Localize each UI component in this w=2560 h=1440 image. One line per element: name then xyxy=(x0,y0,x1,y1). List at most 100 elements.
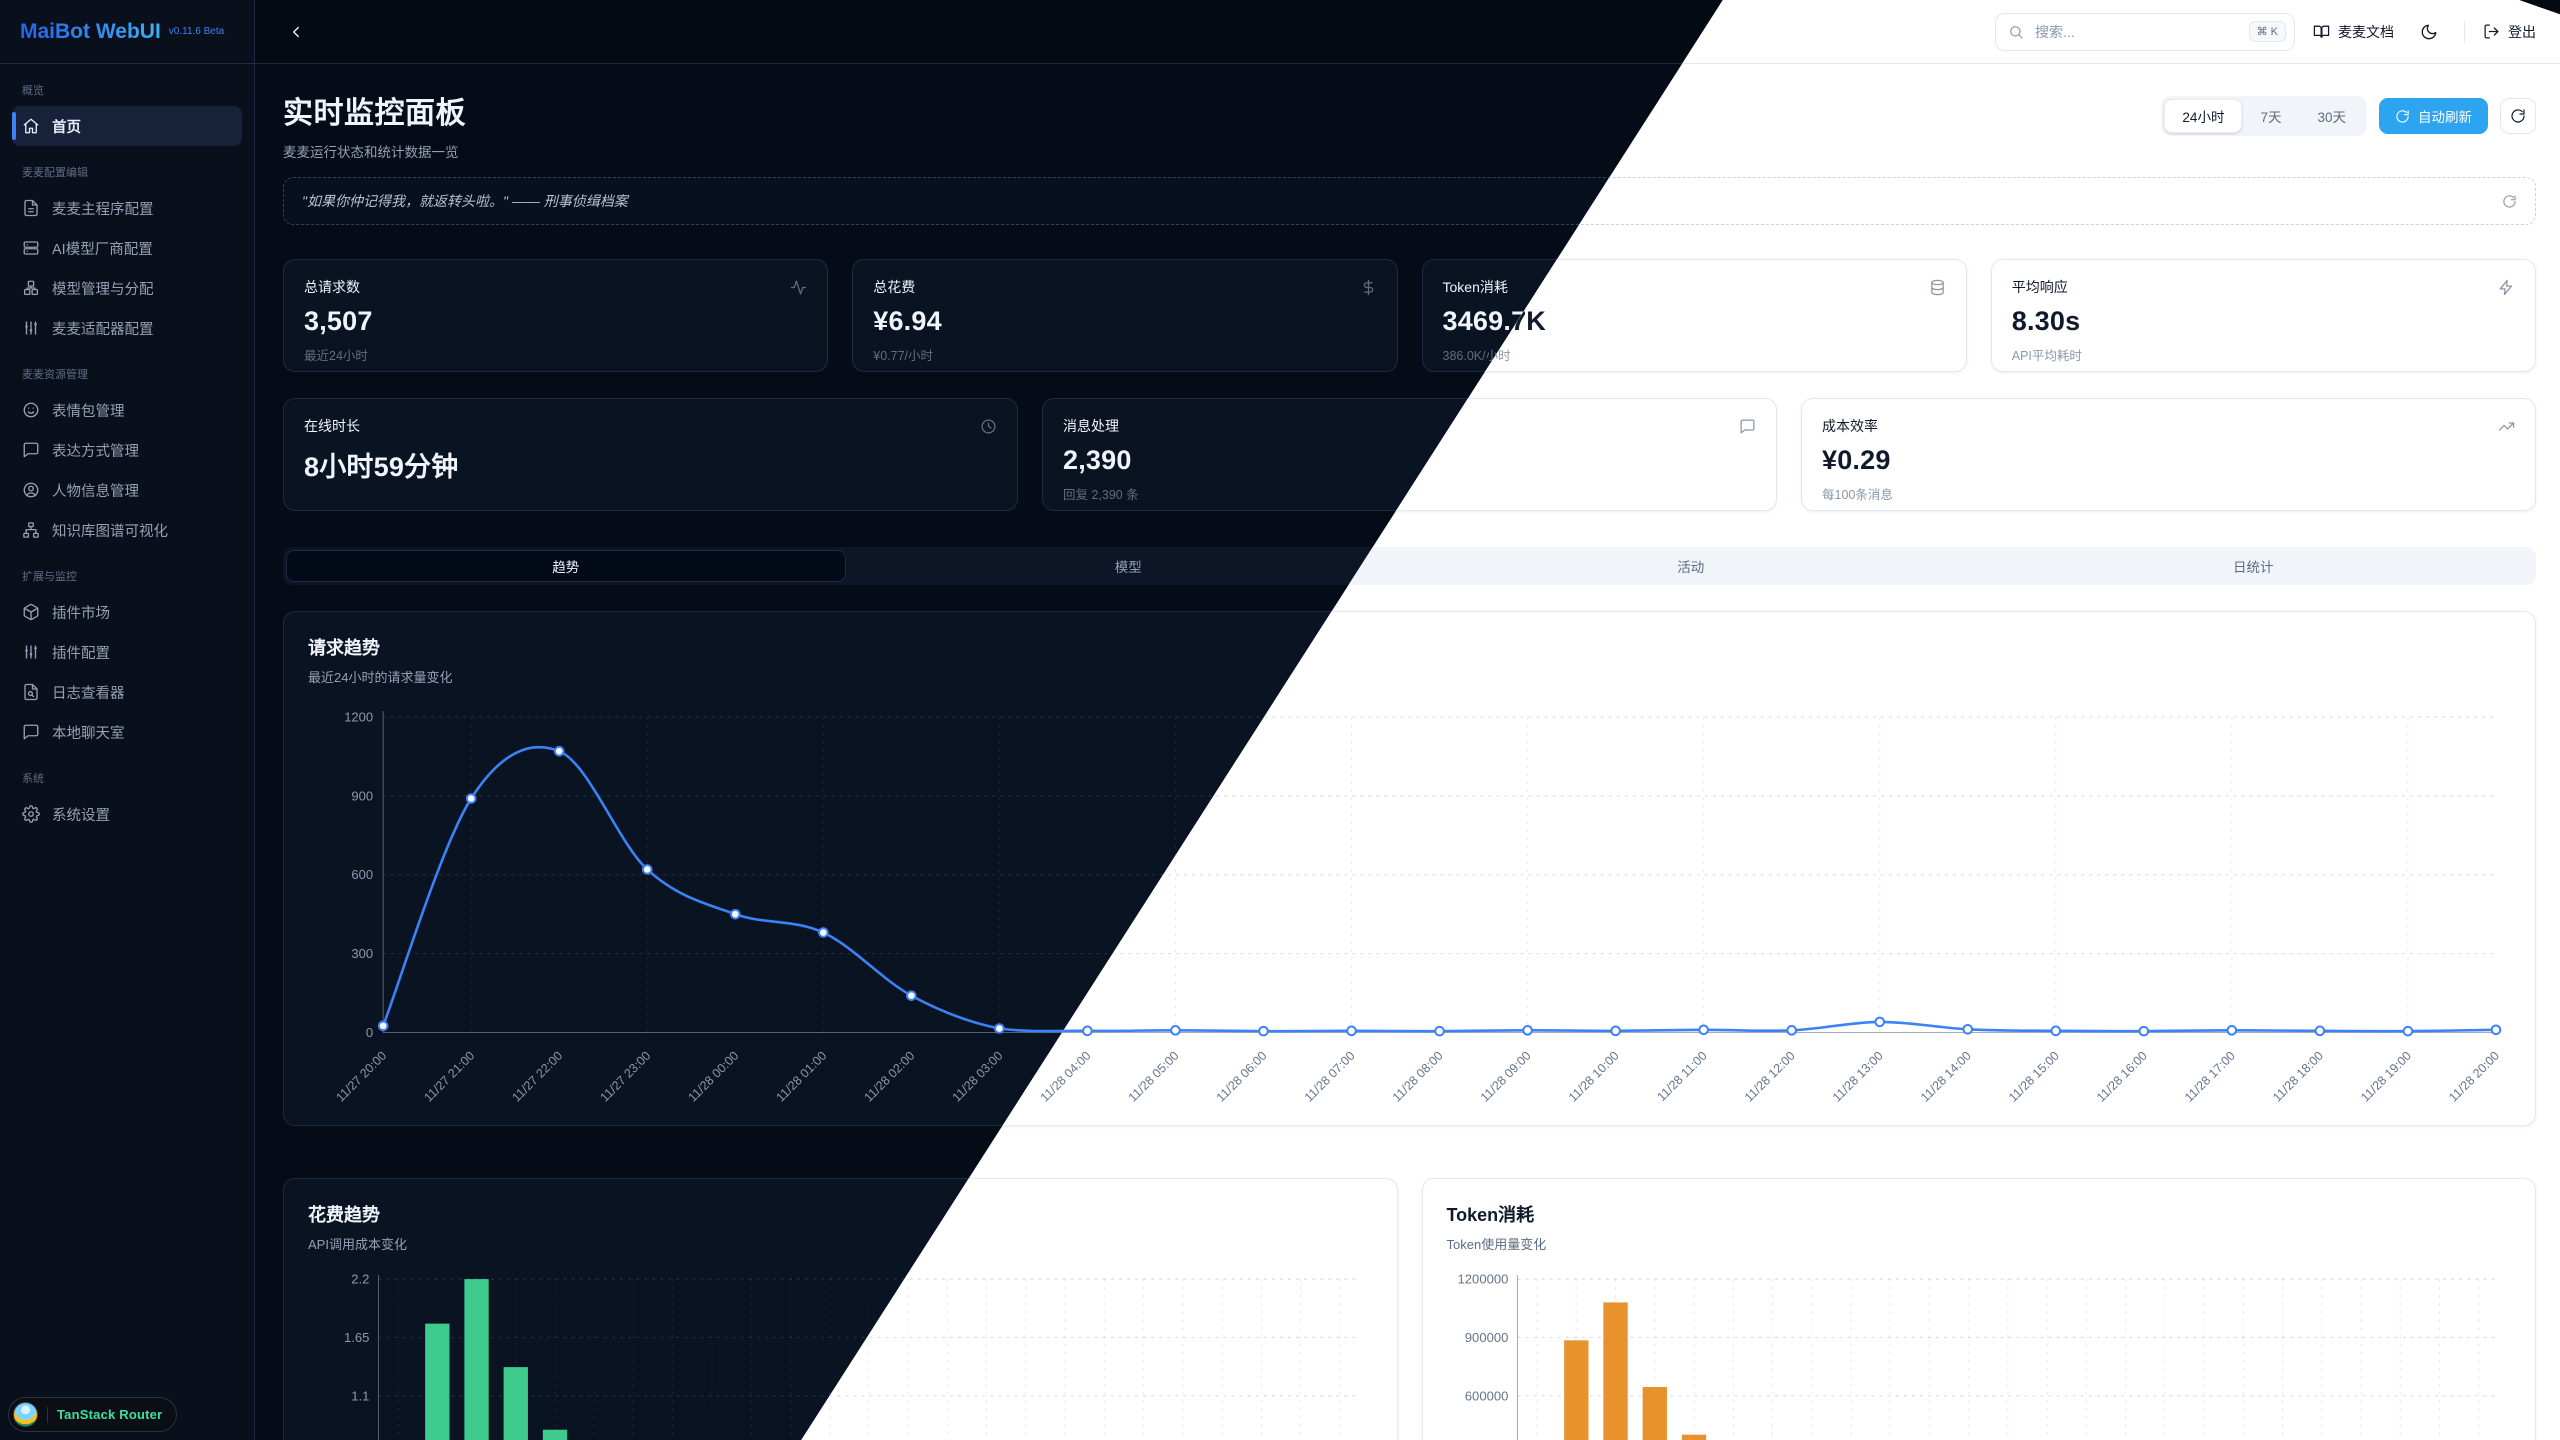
chart-subtitle: Token使用量变化 xyxy=(1446,1236,1547,1252)
sidebar-item-label: 麦麦主程序配置 xyxy=(52,201,154,218)
range-7d-button[interactable]: 7天 xyxy=(2242,99,2299,133)
sidebar-collapse-button[interactable] xyxy=(279,15,313,49)
tab-activity[interactable]: 活动 xyxy=(1411,550,1971,582)
nav-section-overview: 概览 xyxy=(22,85,44,97)
sidebar-item-home[interactable]: 首页 xyxy=(12,106,242,146)
smile-icon xyxy=(23,402,39,418)
stat-sub: 386.0K/小时 xyxy=(1443,345,1946,364)
svg-text:2.2: 2.2 xyxy=(351,1271,369,1286)
file-text-icon xyxy=(24,199,38,217)
svg-text:11/28 02:00: 11/28 02:00 xyxy=(862,1049,918,1105)
gear-icon xyxy=(22,805,40,823)
stat-value: 3,507 xyxy=(304,306,373,336)
clock-icon xyxy=(981,418,996,434)
svg-text:1200000: 1200000 xyxy=(1457,1271,1508,1286)
auto-refresh-button[interactable]: 自动刷新 xyxy=(2379,98,2488,134)
docs-link[interactable]: 麦麦文档 xyxy=(2313,22,2394,42)
svg-text:11/28 09:00: 11/28 09:00 xyxy=(1478,1049,1534,1105)
sidebar-item-persona-manager[interactable]: 人物信息管理 xyxy=(12,470,242,510)
sidebar-item-system-settings[interactable]: 系统设置 xyxy=(12,794,242,834)
sidebar-item-model-management[interactable]: 模型管理与分配 xyxy=(12,268,242,308)
tab-daily-stats[interactable]: 日统计 xyxy=(1974,550,2534,582)
sidebar-item-label: 人物信息管理 xyxy=(52,483,139,500)
stat-title: 消息处理 xyxy=(1063,418,1119,434)
sidebar-item-ai-provider-config[interactable]: AI模型厂商配置 xyxy=(12,228,242,268)
svg-text:600: 600 xyxy=(351,867,373,882)
sidebar-item-knowledge-graph[interactable]: 知识库图谱可视化 xyxy=(12,510,242,550)
stat-card-total-requests: 总请求数 3,507 最近24小时 xyxy=(283,259,829,372)
tanstack-devtools-badge[interactable]: TanStack Router xyxy=(8,1397,178,1432)
logout-button[interactable]: 登出 xyxy=(2483,22,2536,42)
refresh-icon xyxy=(2396,109,2409,123)
activity-icon xyxy=(791,279,807,295)
sidebar-item-label: 日志查看器 xyxy=(52,685,125,702)
topbar-divider xyxy=(2464,20,2465,43)
range-24h-button[interactable]: 24小时 xyxy=(2164,99,2243,133)
stat-value: 8小时59分钟 xyxy=(304,452,459,482)
devtools-divider xyxy=(47,1406,48,1423)
svg-text:11/27 20:00: 11/27 20:00 xyxy=(333,1049,389,1105)
sliders-icon xyxy=(25,645,37,659)
sidebar-item-label: 麦麦适配器配置 xyxy=(52,321,154,338)
stat-title: 总花费 xyxy=(873,279,916,295)
sidebar-item-label: 首页 xyxy=(52,119,81,136)
stat-sub: API平均耗时 xyxy=(2011,349,2082,363)
token-bar-chart: 3000006000009000001200000 xyxy=(1457,1271,2498,1440)
sidebar-item-log-viewer[interactable]: 日志查看器 xyxy=(12,672,242,712)
tab-trends[interactable]: 趋势 xyxy=(286,550,846,582)
stat-sub xyxy=(304,492,997,507)
stat-value: 8.30s xyxy=(2011,306,2081,336)
stat-title: 成本效率 xyxy=(1822,418,1878,434)
sliders-icon xyxy=(25,321,37,335)
stat-sub: ¥0.77/小时 xyxy=(873,349,934,363)
dollar-icon xyxy=(1363,279,1373,295)
svg-text:11/28 03:00: 11/28 03:00 xyxy=(950,1049,1006,1105)
moon-icon xyxy=(2421,24,2437,39)
sidebar-item-emoji-manager[interactable]: 表情包管理 xyxy=(12,390,242,430)
stat-title: 平均响应 xyxy=(2011,279,2068,295)
theme-toggle-button[interactable] xyxy=(2412,15,2446,49)
quote-refresh-icon[interactable] xyxy=(2502,194,2517,209)
bottom-charts-row: 花费趋势 API调用成本变化 0.551.11.652.2 Token消耗 To… xyxy=(801,1152,2536,1440)
svg-text:11/28 18:00: 11/28 18:00 xyxy=(2270,1049,2326,1105)
svg-text:11/28 11:00: 11/28 11:00 xyxy=(1654,1049,1709,1104)
network-graph-icon xyxy=(23,522,39,538)
manual-refresh-button[interactable] xyxy=(2500,98,2536,134)
svg-text:11/28 12:00: 11/28 12:00 xyxy=(1742,1049,1798,1105)
svg-text:11/28 10:00: 11/28 10:00 xyxy=(1566,1049,1622,1105)
stat-value: ¥0.29 xyxy=(1822,445,1891,475)
sidebar-item-plugin-market[interactable]: 插件市场 xyxy=(12,592,242,632)
sidebar-item-label: 插件市场 xyxy=(52,605,110,622)
sidebar-item-adapter-config[interactable]: 麦麦适配器配置 xyxy=(12,308,242,348)
sidebar-item-local-chat[interactable]: 本地聊天室 xyxy=(12,712,242,752)
search-box[interactable]: ⌘ K xyxy=(1995,12,2295,51)
svg-text:900000: 900000 xyxy=(1464,1329,1508,1344)
search-input[interactable] xyxy=(2033,22,2240,41)
brand-title: MaiBot WebUI xyxy=(20,19,161,43)
nav-section-system: 系统 xyxy=(22,773,44,785)
svg-text:11/28 05:00: 11/28 05:00 xyxy=(1126,1049,1182,1105)
boxes-icon xyxy=(23,280,39,296)
token-usage-card: Token消耗 Token使用量变化 300000600000900000120… xyxy=(1421,1177,2536,1440)
svg-text:11/28 17:00: 11/28 17:00 xyxy=(2182,1049,2238,1105)
range-30d-button[interactable]: 30天 xyxy=(2299,99,2364,133)
page-title: 实时监控面板 xyxy=(283,97,466,130)
search-icon xyxy=(2010,25,2023,39)
chevron-left-icon xyxy=(293,26,299,37)
svg-text:900: 900 xyxy=(351,788,373,803)
sidebar-item-expression-manager[interactable]: 表达方式管理 xyxy=(12,430,242,470)
sidebar-item-plugin-config[interactable]: 插件配置 xyxy=(12,632,242,672)
auto-refresh-label: 自动刷新 xyxy=(2418,110,2472,125)
docs-link-label: 麦麦文档 xyxy=(2338,23,2394,40)
package-icon xyxy=(23,603,39,621)
database-icon xyxy=(1930,279,1944,295)
stat-sub: 回复 2,390 条 xyxy=(1063,488,1139,502)
svg-text:1.65: 1.65 xyxy=(344,1329,369,1344)
nav-section-extensions: 扩展与监控 xyxy=(22,571,77,583)
chart-subtitle: API调用成本变化 xyxy=(308,1236,407,1252)
tab-models[interactable]: 模型 xyxy=(849,550,1409,582)
svg-text:11/28 16:00: 11/28 16:00 xyxy=(2094,1049,2150,1105)
nav-section-config: 麦麦配置编辑 xyxy=(22,167,88,179)
refresh-icon xyxy=(2511,109,2525,123)
sidebar-item-main-config[interactable]: 麦麦主程序配置 xyxy=(12,188,242,228)
